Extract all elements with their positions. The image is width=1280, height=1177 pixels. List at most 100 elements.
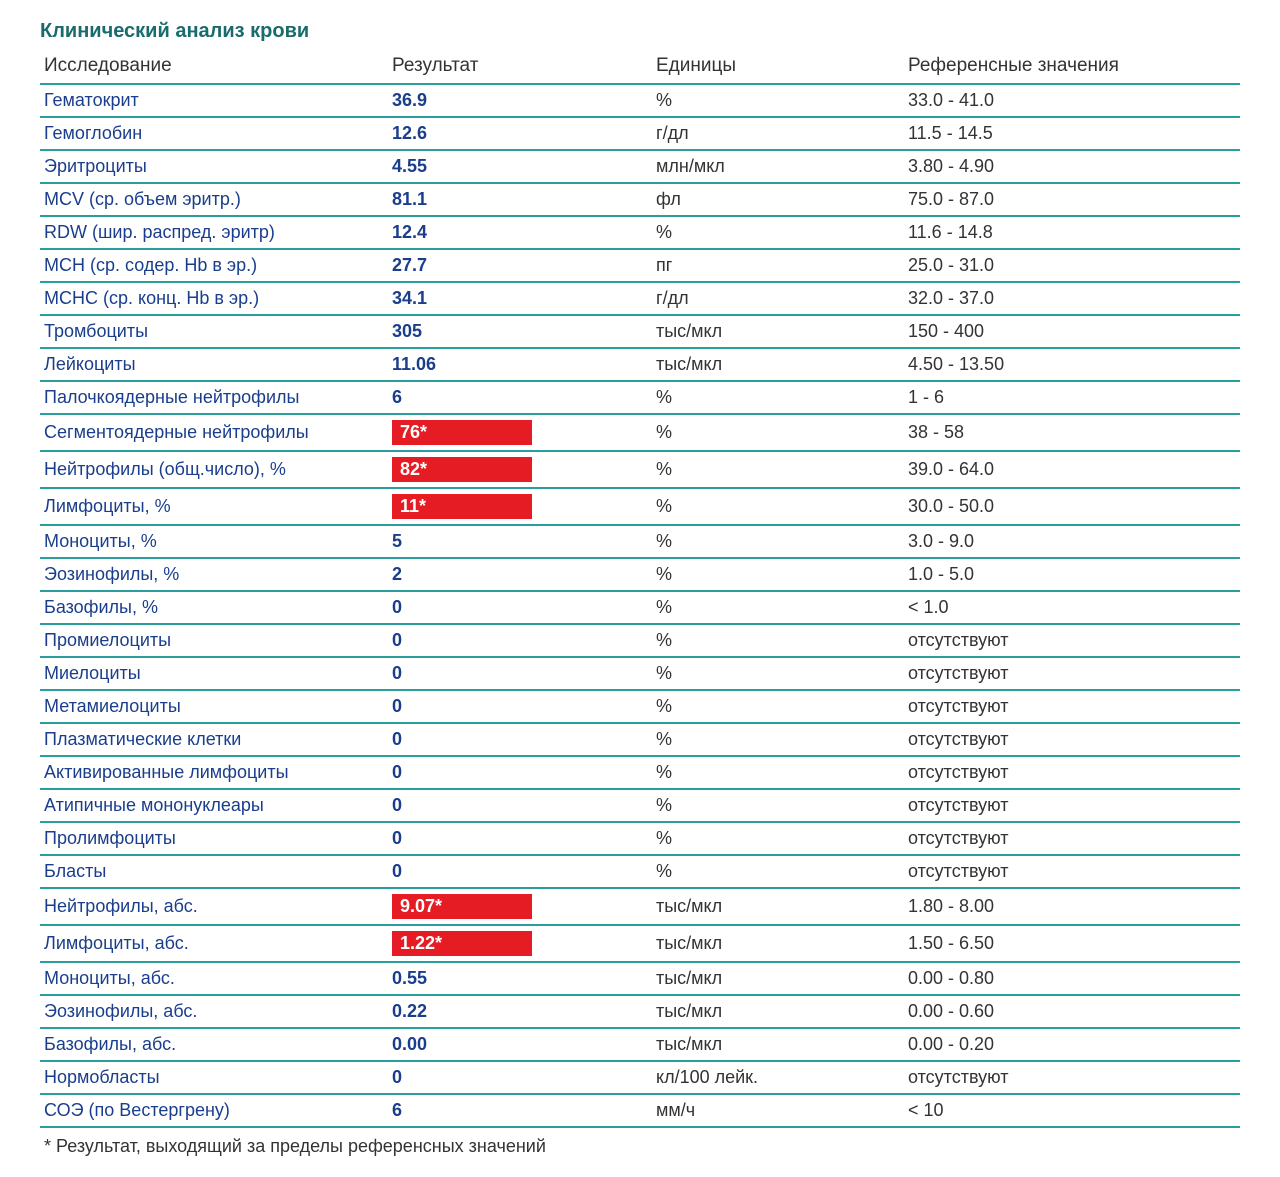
footnote: * Результат, выходящий за пределы рефере… (40, 1128, 1240, 1157)
result-value-flagged: 82* (392, 457, 532, 482)
cell-result: 6 (388, 1094, 652, 1127)
col-header-units: Единицы (652, 49, 904, 84)
cell-units: % (652, 591, 904, 624)
cell-result: 5 (388, 525, 652, 558)
cell-units: % (652, 657, 904, 690)
cell-units: пг (652, 249, 904, 282)
cell-result: 0 (388, 756, 652, 789)
result-value: 6 (392, 387, 402, 407)
cell-units: млн/мкл (652, 150, 904, 183)
cell-result: 27.7 (388, 249, 652, 282)
cell-ref: отсутствуют (904, 723, 1240, 756)
result-value-flagged: 9.07* (392, 894, 532, 919)
cell-test: MCV (ср. объем эритр.) (40, 183, 388, 216)
cell-ref: 1.50 - 6.50 (904, 925, 1240, 962)
result-value: 12.4 (392, 222, 427, 242)
cell-units: тыс/мкл (652, 1028, 904, 1061)
cell-units: кл/100 лейк. (652, 1061, 904, 1094)
table-row: RDW (шир. распред. эритр)12.4%11.6 - 14.… (40, 216, 1240, 249)
table-row: Метамиелоциты0%отсутствуют (40, 690, 1240, 723)
cell-test: Активированные лимфоциты (40, 756, 388, 789)
cell-test: Атипичные мононуклеары (40, 789, 388, 822)
table-row: Активированные лимфоциты0%отсутствуют (40, 756, 1240, 789)
result-value: 27.7 (392, 255, 427, 275)
cell-result: 11* (388, 488, 652, 525)
cell-test: Базофилы, % (40, 591, 388, 624)
cell-units: % (652, 756, 904, 789)
cell-ref: отсутствуют (904, 756, 1240, 789)
table-row: Гемоглобин12.6г/дл11.5 - 14.5 (40, 117, 1240, 150)
table-row: Лимфоциты, %11*%30.0 - 50.0 (40, 488, 1240, 525)
table-row: Плазматические клетки0%отсутствуют (40, 723, 1240, 756)
result-value: 0.22 (392, 1001, 427, 1021)
result-value: 0 (392, 861, 402, 881)
result-value: 0 (392, 762, 402, 782)
result-value: 0 (392, 696, 402, 716)
cell-test: Эритроциты (40, 150, 388, 183)
table-row: MCHC (ср. конц. Hb в эр.)34.1г/дл32.0 - … (40, 282, 1240, 315)
table-row: Лимфоциты, абс.1.22*тыс/мкл1.50 - 6.50 (40, 925, 1240, 962)
table-row: Палочкоядерные нейтрофилы6%1 - 6 (40, 381, 1240, 414)
cell-units: % (652, 624, 904, 657)
result-value-flagged: 76* (392, 420, 532, 445)
cell-result: 0 (388, 723, 652, 756)
cell-ref: 33.0 - 41.0 (904, 84, 1240, 117)
table-row: Моноциты, абс.0.55тыс/мкл0.00 - 0.80 (40, 962, 1240, 995)
cell-test: Нейтрофилы (общ.число), % (40, 451, 388, 488)
table-row: Гематокрит36.9%33.0 - 41.0 (40, 84, 1240, 117)
cell-result: 81.1 (388, 183, 652, 216)
cell-units: % (652, 451, 904, 488)
cell-result: 11.06 (388, 348, 652, 381)
cell-ref: 30.0 - 50.0 (904, 488, 1240, 525)
table-row: Нормобласты0кл/100 лейк.отсутствуют (40, 1061, 1240, 1094)
cell-units: тыс/мкл (652, 315, 904, 348)
cell-ref: 0.00 - 0.80 (904, 962, 1240, 995)
table-row: MCV (ср. объем эритр.)81.1фл75.0 - 87.0 (40, 183, 1240, 216)
cell-test: СОЭ (по Вестергрену) (40, 1094, 388, 1127)
cell-test: Плазматические клетки (40, 723, 388, 756)
cell-test: Гематокрит (40, 84, 388, 117)
cell-ref: 11.5 - 14.5 (904, 117, 1240, 150)
table-row: Базофилы, %0%< 1.0 (40, 591, 1240, 624)
col-header-test: Исследование (40, 49, 388, 84)
cell-ref: < 1.0 (904, 591, 1240, 624)
cell-test: Лейкоциты (40, 348, 388, 381)
result-value: 305 (392, 321, 422, 341)
cell-test: Базофилы, абс. (40, 1028, 388, 1061)
lab-results-table: Исследование Результат Единицы Референсн… (40, 49, 1240, 1128)
cell-result: 1.22* (388, 925, 652, 962)
report-title: Клинический анализ крови (40, 20, 1240, 43)
cell-result: 4.55 (388, 150, 652, 183)
cell-units: % (652, 723, 904, 756)
cell-result: 9.07* (388, 888, 652, 925)
cell-units: % (652, 381, 904, 414)
cell-ref: 75.0 - 87.0 (904, 183, 1240, 216)
cell-result: 36.9 (388, 84, 652, 117)
result-value: 6 (392, 1100, 402, 1120)
cell-ref: < 10 (904, 1094, 1240, 1127)
cell-test: Промиелоциты (40, 624, 388, 657)
table-row: Атипичные мононуклеары0%отсутствуют (40, 789, 1240, 822)
result-value-flagged: 11* (392, 494, 532, 519)
cell-result: 2 (388, 558, 652, 591)
cell-result: 0 (388, 822, 652, 855)
table-row: Сегментоядерные нейтрофилы76*%38 - 58 (40, 414, 1240, 451)
cell-units: тыс/мкл (652, 888, 904, 925)
table-row: MCH (ср. содер. Hb в эр.)27.7пг25.0 - 31… (40, 249, 1240, 282)
cell-ref: отсутствуют (904, 690, 1240, 723)
result-value: 11.06 (392, 354, 436, 374)
col-header-ref: Референсные значения (904, 49, 1240, 84)
cell-result: 0.55 (388, 962, 652, 995)
table-row: Эритроциты4.55млн/мкл3.80 - 4.90 (40, 150, 1240, 183)
cell-result: 0 (388, 789, 652, 822)
cell-units: % (652, 216, 904, 249)
cell-ref: 0.00 - 0.20 (904, 1028, 1240, 1061)
table-row: Моноциты, %5%3.0 - 9.0 (40, 525, 1240, 558)
cell-result: 0 (388, 624, 652, 657)
cell-units: % (652, 690, 904, 723)
table-row: Тромбоциты305тыс/мкл150 - 400 (40, 315, 1240, 348)
cell-ref: отсутствуют (904, 1061, 1240, 1094)
cell-result: 12.4 (388, 216, 652, 249)
cell-ref: 1.80 - 8.00 (904, 888, 1240, 925)
cell-units: тыс/мкл (652, 348, 904, 381)
